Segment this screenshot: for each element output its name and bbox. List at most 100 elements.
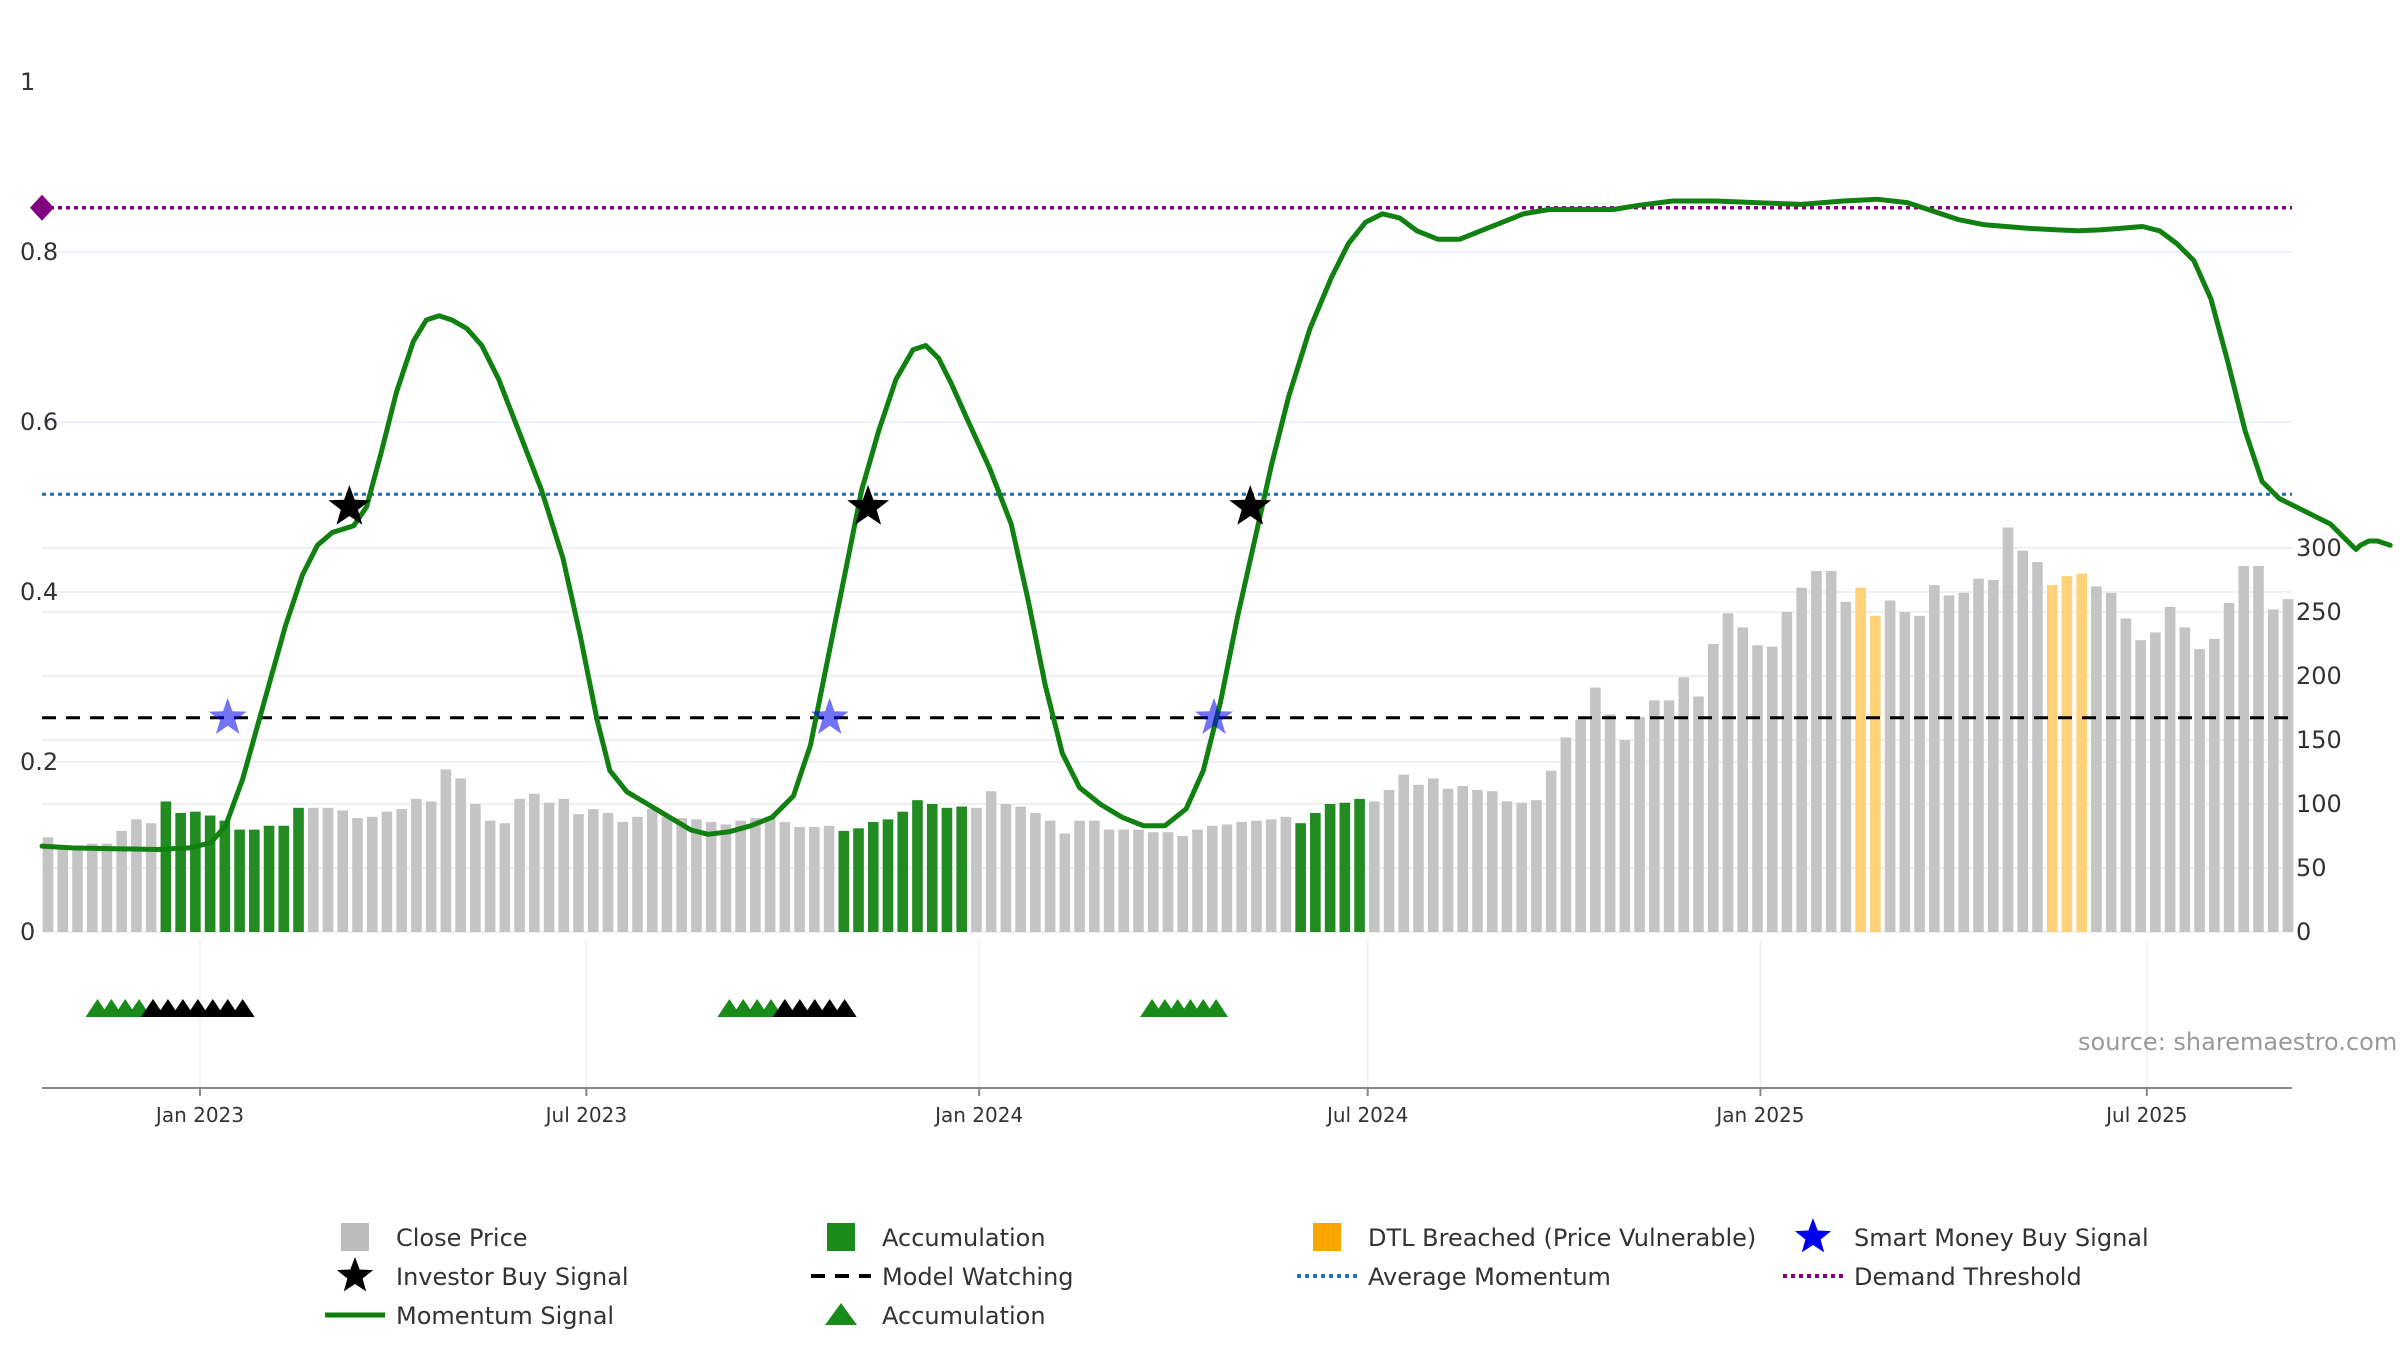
close-price-bar bbox=[1943, 595, 1955, 932]
close-price-bar bbox=[1796, 587, 1807, 932]
close-price-bar bbox=[411, 798, 422, 932]
accumulation-triangle bbox=[1204, 999, 1229, 1017]
legend-item: Close Price bbox=[341, 1223, 528, 1252]
legend-item: DTL Breached (Price Vulnerable) bbox=[1313, 1223, 1756, 1252]
demand-threshold-marker bbox=[30, 194, 54, 221]
close-price-bar bbox=[2253, 565, 2264, 932]
close-price-bar bbox=[1177, 836, 1189, 932]
legend-label: Close Price bbox=[396, 1224, 528, 1252]
dtl-breached-bar bbox=[1855, 587, 1866, 932]
close-price-bar bbox=[1030, 812, 1041, 932]
close-price-bar bbox=[1427, 778, 1439, 932]
legend-triangle-icon bbox=[825, 1303, 857, 1325]
close-price-bar bbox=[499, 823, 511, 932]
close-price-bar bbox=[632, 816, 643, 932]
close-price-bar bbox=[2120, 618, 2132, 932]
right-axis-tick: 0 bbox=[2296, 918, 2311, 946]
close-price-bar bbox=[971, 807, 982, 932]
left-axis-tick: 0 bbox=[20, 918, 35, 946]
close-price-bar bbox=[425, 801, 437, 932]
close-price-bar bbox=[1221, 824, 1233, 932]
close-price-bar bbox=[1575, 719, 1586, 932]
left-axis-tick: 0.2 bbox=[20, 748, 58, 776]
close-price-bar bbox=[1089, 820, 1100, 932]
legend-swatch bbox=[1313, 1223, 1341, 1251]
right-axis-tick: 250 bbox=[2296, 598, 2342, 626]
close-price-bar bbox=[2105, 592, 2117, 932]
right-axis-tick: 50 bbox=[2296, 854, 2327, 882]
close-price-bar bbox=[455, 778, 466, 932]
close-price-bar bbox=[1059, 833, 1071, 932]
left-axis-tick: 0.6 bbox=[20, 408, 58, 436]
accumulation-bar bbox=[838, 830, 850, 932]
legend-item: Smart Money Buy Signal bbox=[1794, 1218, 2149, 1253]
close-price-bar bbox=[1899, 612, 1911, 932]
close-price-bar bbox=[661, 816, 673, 932]
close-price-bar bbox=[2179, 627, 2191, 932]
close-price-bar bbox=[2017, 550, 2029, 932]
accumulation-bar bbox=[941, 807, 953, 932]
legend-star-icon bbox=[336, 1257, 374, 1292]
accumulation-bar bbox=[867, 821, 879, 932]
close-price-bar bbox=[558, 798, 570, 932]
momentum-signal-line bbox=[39, 196, 2393, 852]
close-price-bar bbox=[1545, 770, 1557, 932]
close-price-bar bbox=[337, 810, 349, 932]
close-price-bar bbox=[1369, 801, 1380, 932]
close-price-bar bbox=[396, 809, 407, 932]
close-price-bar bbox=[352, 818, 363, 932]
legend-item: Momentum Signal bbox=[325, 1302, 614, 1330]
accumulation-bar bbox=[1339, 802, 1351, 932]
close-price-bar bbox=[322, 807, 334, 932]
close-price-bar bbox=[809, 827, 820, 932]
x-axis-tick-label: Jan 2025 bbox=[1714, 1103, 1804, 1127]
close-price-bar bbox=[573, 814, 584, 932]
legend-label: DTL Breached (Price Vulnerable) bbox=[1368, 1224, 1756, 1252]
investor-buy-star bbox=[847, 485, 890, 525]
legend-item: Accumulation bbox=[827, 1223, 1046, 1252]
close-price-bar bbox=[705, 821, 717, 932]
close-price-bar bbox=[470, 804, 481, 932]
close-price-bar bbox=[1398, 774, 1410, 932]
close-price-bar bbox=[2282, 599, 2294, 932]
close-price-bar bbox=[2150, 632, 2161, 932]
close-price-bar bbox=[2267, 609, 2279, 932]
accumulation-bar bbox=[249, 829, 260, 932]
close-price-bar bbox=[1737, 627, 1749, 932]
close-price-bar bbox=[1192, 829, 1203, 932]
legend-item: Accumulation bbox=[825, 1302, 1046, 1330]
legend-label: Demand Threshold bbox=[1854, 1263, 2082, 1291]
close-price-bar bbox=[1383, 789, 1395, 932]
accumulation-bar bbox=[1295, 823, 1306, 932]
accumulation-bar bbox=[160, 801, 172, 932]
x-axis-tick-label: Jul 2023 bbox=[544, 1103, 627, 1127]
close-price-bar bbox=[1015, 806, 1026, 932]
accumulation-bar bbox=[219, 820, 231, 932]
close-price-bar bbox=[1987, 580, 1999, 932]
close-price-bar bbox=[529, 793, 540, 932]
close-price-bar bbox=[1265, 819, 1277, 932]
investor-buy-star bbox=[328, 485, 371, 525]
accumulation-bar bbox=[853, 828, 864, 932]
x-axis-tick-label: Jan 2024 bbox=[933, 1103, 1023, 1127]
close-price-bar bbox=[86, 843, 98, 932]
close-price-bar bbox=[1133, 829, 1144, 932]
accumulation-triangle bbox=[230, 999, 255, 1017]
close-price-bar bbox=[1413, 784, 1424, 932]
close-price-bar bbox=[366, 816, 378, 932]
close-price-bar bbox=[2223, 603, 2235, 932]
close-price-bar bbox=[1000, 804, 1012, 932]
close-price-bar bbox=[2194, 649, 2205, 932]
accumulation-triangle bbox=[832, 999, 857, 1017]
close-price-bar bbox=[2002, 527, 2014, 932]
close-price-bar bbox=[587, 809, 599, 932]
close-price-bar bbox=[1560, 737, 1572, 932]
axes: 0 0.2 0.4 0.6 0.8 1 0 50 100 150 200 250 300 Jan 2023… bbox=[20, 68, 2342, 1127]
smart-money-buy-star bbox=[810, 697, 849, 734]
close-price-bar bbox=[1678, 677, 1690, 932]
accumulation-triangles bbox=[85, 999, 1229, 1017]
close-price-bar bbox=[1663, 700, 1675, 932]
close-price-bar bbox=[2135, 640, 2146, 932]
investor-buy-star bbox=[1229, 485, 1272, 525]
close-price-bar bbox=[779, 821, 791, 932]
